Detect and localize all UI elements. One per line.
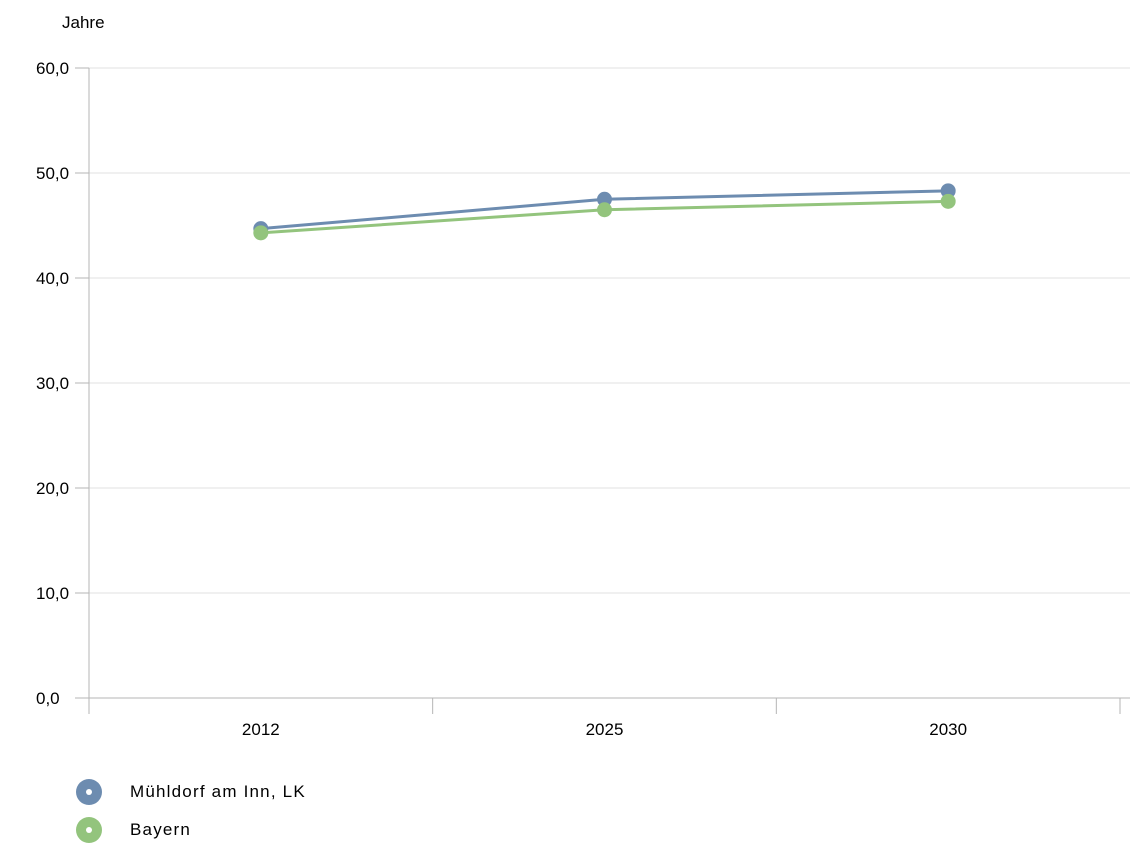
data-point-0-1[interactable] [597,191,612,207]
legend-item-muehldorf[interactable]: Mühldorf am Inn, LK [76,779,306,805]
y-tick-label: 60,0 [36,59,69,78]
y-tick-label: 50,0 [36,164,69,183]
y-axis-labels: 0,0 10,0 20,0 30,0 40,0 50,0 60,0 [36,59,69,708]
y-axis-title: Jahre [62,13,105,32]
legend-label: Mühldorf am Inn, LK [130,782,306,801]
x-tick-label: 2030 [929,720,967,739]
y-tick-label: 0,0 [36,689,60,708]
y-tick-label: 40,0 [36,269,69,288]
x-tick-label: 2025 [586,720,624,739]
data-point-1-2[interactable] [940,193,956,209]
y-tick-label: 10,0 [36,584,69,603]
x-axis: 2012 2025 2030 [242,698,1121,739]
legend-label: Bayern [130,820,192,839]
data-point-0-2[interactable] [940,183,956,199]
legend-item-bayern[interactable]: Bayern [76,817,306,843]
y-tick-label: 30,0 [36,374,69,393]
series-lines [253,183,956,241]
data-point-1-0[interactable] [253,225,269,241]
y-tick-label: 20,0 [36,479,69,498]
line-chart: Jahre 0,010,020,030,040,050,060,0 2012 20… [36,13,1130,739]
legend-marker-bayern [76,817,102,843]
legend-marker-muehldorf [76,779,102,805]
grid-lines [75,67,1130,714]
x-tick-label: 2012 [242,720,280,739]
legend: Mühldorf am Inn, LK Bayern [76,779,306,856]
data-point-1-1[interactable] [597,202,612,218]
